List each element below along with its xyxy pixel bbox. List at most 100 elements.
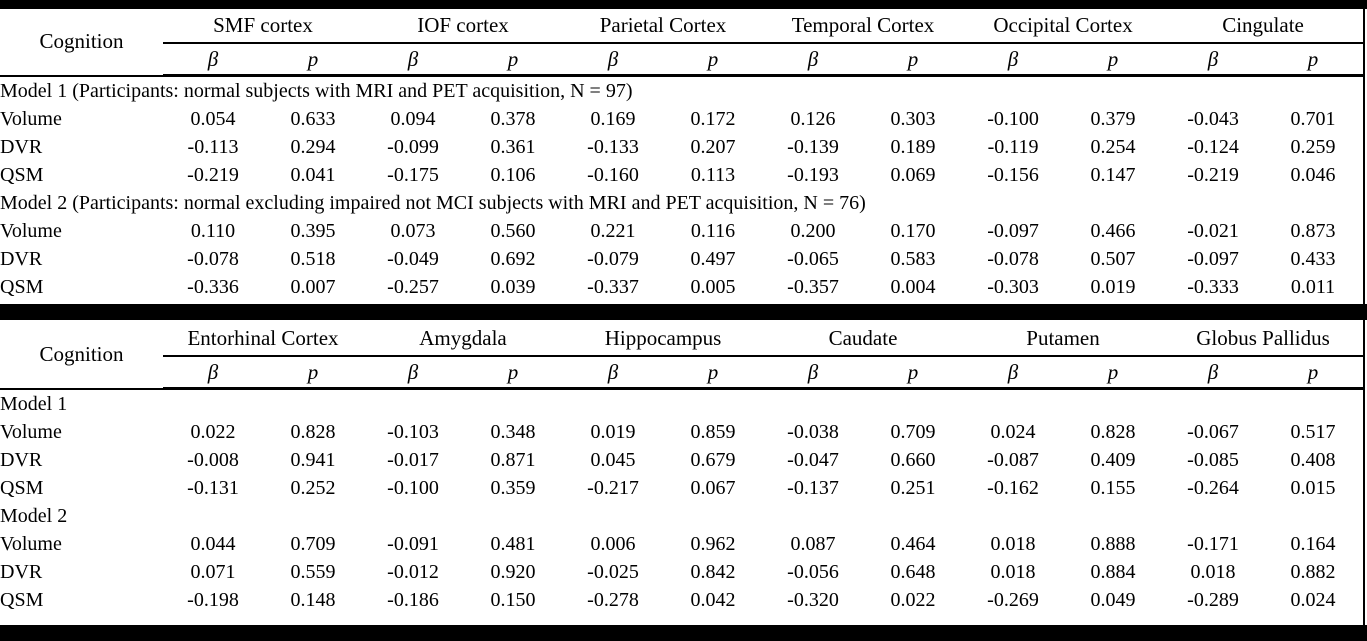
stat-value-cell: 0.155 [1090, 477, 1136, 499]
right-edge-rule [1363, 0, 1365, 641]
region-header-row: Cognition Entorhinal Cortex Amygdala Hippoc… [0, 322, 1364, 390]
stat-value-cell: 0.433 [1290, 248, 1336, 270]
stat-value-cell: 0.583 [890, 248, 936, 270]
stat-value-cell: -0.085 [1187, 449, 1239, 471]
stat-value-cell: -0.269 [987, 589, 1039, 611]
stat-value-cell: 0.559 [290, 561, 336, 583]
beta-header: β [563, 356, 664, 390]
stat-value-cell: 0.046 [1290, 164, 1336, 186]
stat-value-cell: 0.254 [1090, 136, 1136, 158]
stat-value-cell: -0.219 [1187, 164, 1239, 186]
p-header: p [663, 43, 764, 77]
beta-header: β [763, 43, 864, 77]
stat-value-cell: 0.709 [890, 421, 936, 443]
stat-value-cell: 0.648 [890, 561, 936, 583]
row-label: QSM [0, 164, 44, 186]
stat-value-cell: 0.871 [490, 449, 536, 471]
stat-value-cell: -0.156 [987, 164, 1039, 186]
cortical-stats-table: Cognition SMF cortex IOF cortex Parietal Co… [0, 9, 1364, 301]
stat-value-cell: 0.560 [490, 220, 536, 242]
stat-value-cell: 0.962 [690, 533, 736, 555]
p-header: p [263, 356, 363, 390]
table-row: QSM -0.219 0.041 -0.175 0.106 -0.160 0.113 -0.1… [0, 161, 1363, 189]
stat-value-cell: -0.056 [787, 561, 839, 583]
stat-value-cell: 0.006 [590, 533, 636, 555]
stat-value-cell: -0.065 [787, 248, 839, 270]
stat-value-cell: 0.518 [290, 248, 336, 270]
stat-value-cell: -0.320 [787, 589, 839, 611]
region-header: IOF cortex [363, 9, 563, 44]
stat-value-cell: 0.113 [690, 164, 736, 186]
row-label: DVR [0, 561, 43, 583]
section-title-row: Model 1 [0, 389, 1363, 419]
stat-value-cell: -0.087 [987, 449, 1039, 471]
stat-value-cell: 0.408 [1290, 449, 1336, 471]
stat-value-cell: 0.692 [490, 248, 536, 270]
beta-header: β [963, 356, 1064, 390]
stat-value-cell: -0.278 [587, 589, 639, 611]
stat-value-cell: 0.147 [1090, 164, 1136, 186]
stat-value-cell: 0.005 [690, 276, 736, 298]
table-row: Volume 0.044 0.709 -0.091 0.481 0.006 0.962 0.0… [0, 530, 1363, 558]
stat-value-cell: -0.137 [787, 477, 839, 499]
table-row: DVR -0.008 0.941 -0.017 0.871 0.045 0.679 -0.04… [0, 446, 1363, 474]
stat-value-cell: -0.099 [387, 136, 439, 158]
stat-value-cell: 0.466 [1090, 220, 1136, 242]
table-row: QSM -0.336 0.007 -0.257 0.039 -0.337 0.005 -0.3… [0, 273, 1363, 301]
beta-header: β [363, 356, 463, 390]
stat-value-cell: -0.119 [987, 136, 1039, 158]
stat-value-cell: 0.884 [1090, 561, 1136, 583]
table-row: DVR -0.113 0.294 -0.099 0.361 -0.133 0.207 -0.1… [0, 133, 1363, 161]
row-label: QSM [0, 276, 44, 298]
beta-header: β [563, 43, 663, 77]
stat-value-cell: -0.257 [387, 276, 439, 298]
table-row: Volume 0.110 0.395 0.073 0.560 0.221 0.116 0.20… [0, 217, 1363, 245]
region-header: Putamen [963, 322, 1164, 357]
stat-value-cell: 0.941 [290, 449, 336, 471]
stat-value-cell: -0.078 [187, 248, 239, 270]
stat-value-cell: 0.106 [490, 164, 536, 186]
p-header: p [463, 356, 564, 390]
stat-value-cell: 0.679 [690, 449, 736, 471]
stat-value-cell: 0.042 [690, 589, 736, 611]
stat-value-cell: -0.336 [187, 276, 239, 298]
beta-header: β [1163, 43, 1264, 77]
stat-value-cell: -0.067 [1187, 421, 1239, 443]
p-header: p [1063, 43, 1164, 77]
stat-value-cell: 0.011 [1290, 276, 1336, 298]
stat-value-cell: -0.198 [187, 589, 239, 611]
row-label: Volume [0, 220, 62, 242]
stat-value-cell: 0.207 [690, 136, 736, 158]
stat-value-cell: 0.348 [490, 421, 536, 443]
stat-value-cell: -0.049 [387, 248, 439, 270]
p-header: p [263, 43, 363, 77]
stat-value-cell: 0.633 [290, 108, 336, 130]
stat-value-cell: 0.004 [890, 276, 936, 298]
p-header: p [1063, 356, 1164, 390]
stat-value-cell: 0.259 [1290, 136, 1336, 158]
stat-value-cell: -0.097 [1187, 248, 1239, 270]
table-row: DVR -0.078 0.518 -0.049 0.692 -0.079 0.497 -0.0… [0, 245, 1363, 273]
row-label: QSM [0, 589, 44, 611]
stat-value-cell: -0.219 [187, 164, 239, 186]
stat-value-cell: 0.660 [890, 449, 936, 471]
stat-value-cell: -0.139 [787, 136, 839, 158]
stat-value-cell: -0.171 [1187, 533, 1239, 555]
stat-value-cell: -0.097 [987, 220, 1039, 242]
stat-value-cell: 0.024 [990, 421, 1036, 443]
stat-value-cell: -0.264 [1187, 477, 1239, 499]
stat-value-cell: 0.022 [890, 589, 936, 611]
stat-value-cell: 0.359 [490, 477, 536, 499]
stat-value-cell: 0.251 [890, 477, 936, 499]
table-row: QSM -0.131 0.252 -0.100 0.359 -0.217 0.067 -0.1… [0, 474, 1363, 502]
subcortical-stats-table: Cognition Entorhinal Cortex Amygdala Hippoc… [0, 322, 1364, 614]
stat-value-cell: 0.150 [490, 589, 536, 611]
p-header: p [1263, 43, 1364, 77]
stat-value-cell: 0.116 [690, 220, 736, 242]
p-header: p [463, 43, 563, 77]
stat-value-cell: -0.017 [387, 449, 439, 471]
stat-value-cell: -0.012 [387, 561, 439, 583]
stat-value-cell: 0.087 [790, 533, 836, 555]
stat-value-cell: 0.517 [1290, 421, 1336, 443]
